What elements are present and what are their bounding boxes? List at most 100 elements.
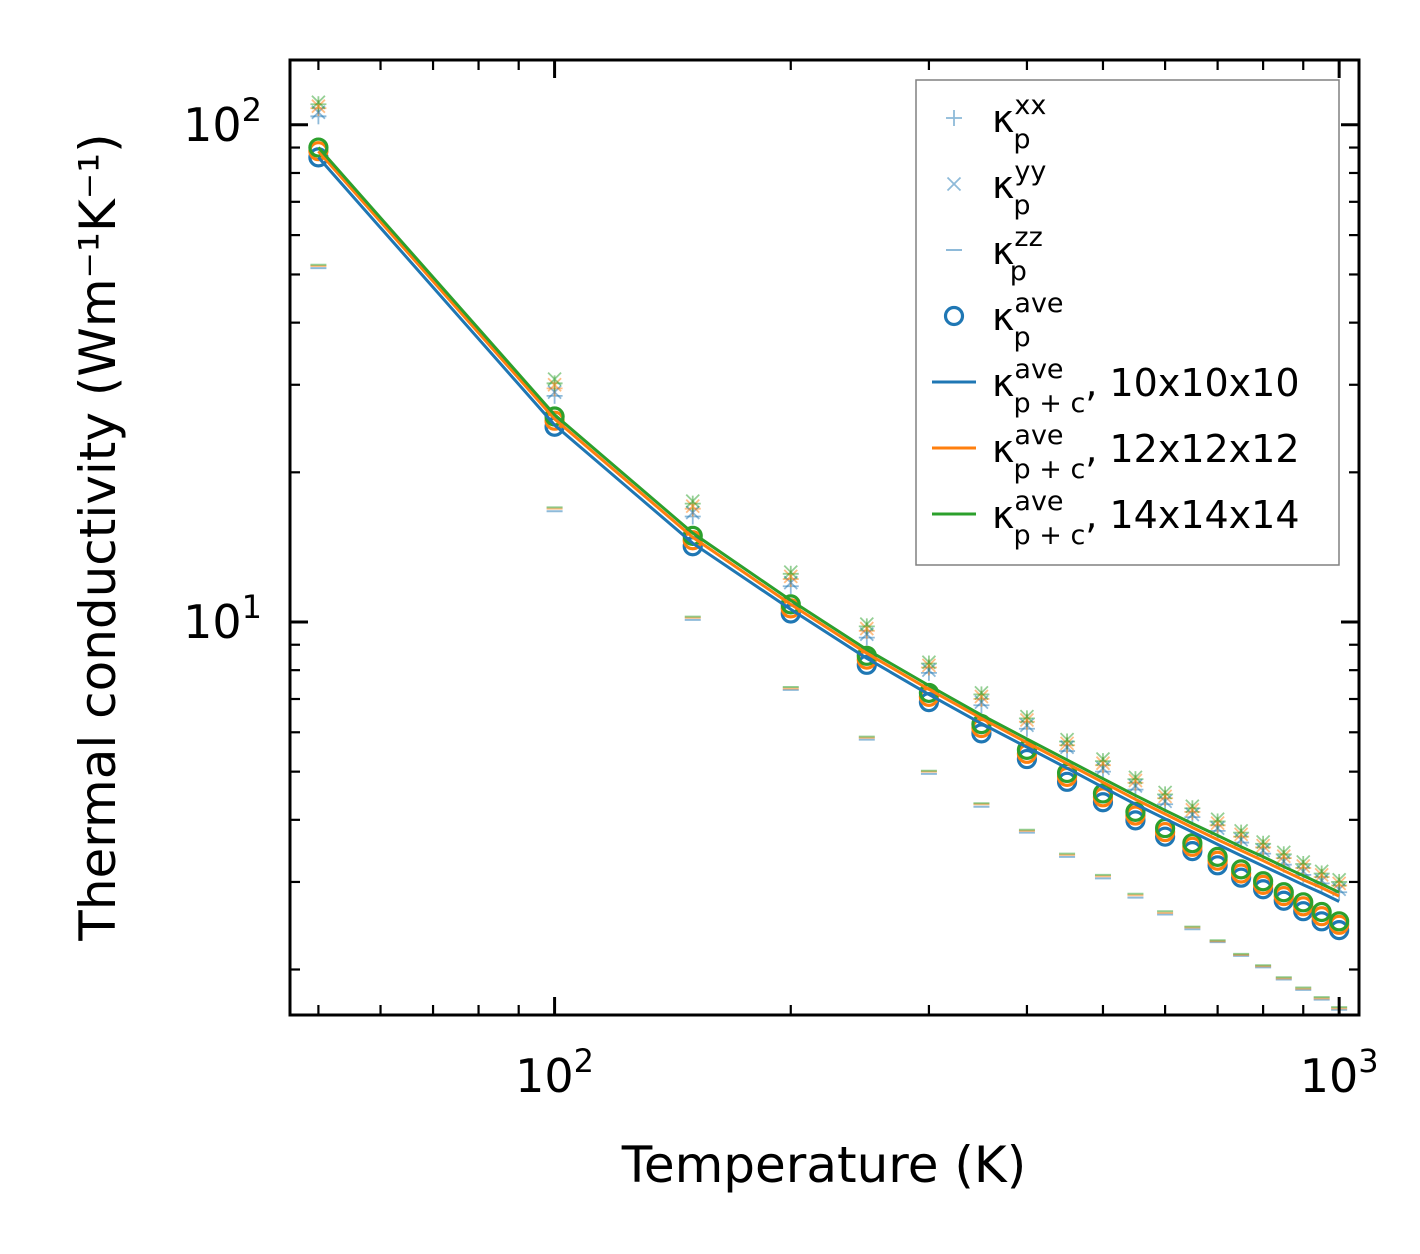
point-k_yy_14-300 bbox=[921, 655, 937, 670]
legend-entry-3-base: κ bbox=[992, 295, 1014, 339]
point-k_yy_12-600 bbox=[1157, 789, 1173, 804]
point-k_yy_12-200-b bbox=[783, 569, 798, 584]
legend-entry-0-sub: p bbox=[1013, 124, 1030, 155]
point-k_yy_14-900 bbox=[1296, 854, 1311, 870]
point-k_xx_14-300 bbox=[920, 655, 937, 672]
point-k_yy_14-800-b bbox=[1255, 834, 1271, 850]
point-k_yy_12-900 bbox=[1296, 858, 1311, 874]
y-tick-label-100-base: 10 bbox=[183, 98, 242, 152]
point-k_yy_12-250-b bbox=[859, 621, 874, 636]
legend-entry-5-label: κave p + c, 12x12x12 bbox=[992, 420, 1300, 485]
x-tick-label-100-base: 10 bbox=[515, 1049, 574, 1103]
series-line-k_pc_12 bbox=[317, 150, 1340, 898]
point-k_yy_12-500-b bbox=[1095, 756, 1111, 771]
point-k_yy_14-250-b bbox=[859, 617, 874, 632]
point-k_yy_14-450 bbox=[1059, 732, 1075, 747]
point-k_xx_14-50 bbox=[310, 96, 327, 113]
legend-entry-2-sub: p bbox=[1010, 256, 1027, 287]
point-k_yy_10-50-b bbox=[311, 105, 326, 120]
point-k_yy_12-550-b bbox=[1128, 773, 1143, 788]
legend-entry-3-marker bbox=[943, 305, 965, 327]
y-tick-label-100-exp: 2 bbox=[242, 91, 262, 129]
point-k_xx_14-500 bbox=[1094, 753, 1111, 770]
point-k_yy_14-100-b bbox=[547, 371, 562, 387]
legend-entry-5-sub: p + c bbox=[1014, 454, 1086, 485]
x-tick-label-1000: 103 bbox=[1300, 1042, 1379, 1103]
legend-entry-3-label: κave p bbox=[992, 288, 1064, 353]
point-k_yy_10-100-b bbox=[547, 384, 562, 400]
legend-entry-6-sup: ave bbox=[1014, 486, 1063, 517]
legend-entry-0-marker bbox=[946, 110, 962, 126]
plot-marks bbox=[308, 95, 1350, 1011]
point-k_yy_14-400-b bbox=[1019, 709, 1035, 724]
x-axis-label: Temperature (K) bbox=[621, 1136, 1026, 1194]
point-k_xx_14-250 bbox=[858, 618, 875, 635]
point-k_yy_12-800-b bbox=[1255, 838, 1271, 853]
point-k_yy_10-100 bbox=[547, 384, 562, 400]
legend-entry-4-sub: p + c bbox=[1014, 388, 1086, 419]
point-k_yy_12-100 bbox=[547, 377, 562, 392]
point-k_yy_14-850-b bbox=[1276, 845, 1291, 860]
point-k_ave_14-750 bbox=[1231, 859, 1252, 880]
point-k_yy_12-100-b bbox=[547, 377, 562, 392]
point-k_yy_14-750-b bbox=[1233, 823, 1249, 839]
point-k_yy_12-850-b bbox=[1276, 849, 1291, 864]
legend-entry-4-suffix: , 10x10x10 bbox=[1085, 361, 1299, 405]
point-k_ave_14-650 bbox=[1182, 833, 1203, 854]
point-k_xx_14-750 bbox=[1233, 824, 1250, 841]
point-k_yy_12-950-b bbox=[1314, 867, 1329, 883]
point-k_yy_14-700 bbox=[1210, 812, 1225, 827]
point-k_yy_14-500-b bbox=[1095, 751, 1111, 767]
point-k_yy_14-1000-b bbox=[1332, 872, 1347, 887]
point-k_xx_14-850 bbox=[1275, 846, 1292, 863]
point-k_yy_12-950 bbox=[1314, 867, 1329, 883]
point-k_yy_12-650-b bbox=[1185, 802, 1200, 817]
point-k_yy_14-550 bbox=[1128, 770, 1143, 785]
point-k_yy_10-200 bbox=[783, 575, 798, 590]
point-k_yy_14-950-b bbox=[1314, 864, 1329, 879]
point-k_yy_14-550-b bbox=[1128, 770, 1143, 785]
legend-entry-0-base: κ bbox=[992, 97, 1014, 141]
point-k_yy_14-500 bbox=[1095, 751, 1111, 767]
point-k_yy_10-200-b bbox=[783, 575, 798, 590]
point-k_yy_12-300-b bbox=[921, 658, 937, 673]
point-k_yy_14-900-b bbox=[1296, 854, 1311, 870]
point-k_xx_14-700 bbox=[1209, 813, 1226, 830]
point-k_yy_12-550 bbox=[1128, 773, 1143, 788]
point-k_xx_14-400 bbox=[1018, 710, 1035, 727]
legend-entry-1-marker-b bbox=[946, 176, 962, 192]
point-k_yy_14-1000 bbox=[1332, 872, 1347, 887]
point-k_yy_14-200 bbox=[783, 564, 798, 580]
point-k_yy_14-350-b bbox=[974, 685, 989, 701]
point-k_yy_14-350 bbox=[974, 685, 989, 701]
point-k_ave_14-1000 bbox=[1329, 911, 1350, 932]
point-k_yy_14-50-b bbox=[311, 95, 326, 110]
point-k_yy_12-400 bbox=[1019, 712, 1035, 728]
point-k_yy_12-700 bbox=[1210, 815, 1225, 831]
point-k_yy_12-1000 bbox=[1332, 876, 1347, 891]
series-line-k_pc_14 bbox=[317, 146, 1340, 894]
point-k_yy_12-600-b bbox=[1157, 789, 1173, 804]
point-k_xx_14-950 bbox=[1313, 865, 1330, 882]
legend-entry-6-suffix: , 14x14x14 bbox=[1085, 493, 1299, 537]
x-tick-label-1000-exp: 3 bbox=[1358, 1042, 1378, 1080]
x-tick-label-100-exp: 2 bbox=[574, 1042, 594, 1080]
legend-entry-1-label: κyy p bbox=[992, 156, 1046, 221]
legend-entry-0-label: κxx p bbox=[992, 90, 1046, 155]
point-k_yy_12-500 bbox=[1095, 756, 1111, 771]
point-k_yy_10-250-b bbox=[859, 627, 874, 642]
legend-box bbox=[915, 79, 1340, 566]
y-tick-label-10-base: 10 bbox=[183, 595, 242, 649]
point-k_yy_14-200-b bbox=[783, 564, 798, 580]
point-k_yy_12-150 bbox=[685, 499, 700, 514]
point-k_xx_14-550 bbox=[1127, 771, 1144, 788]
legend-entry-4-sup: ave bbox=[1014, 354, 1063, 385]
y-axis-label: Thermal conductivity (Wm⁻¹K⁻¹) bbox=[69, 133, 127, 941]
point-k_yy_10-150-b bbox=[685, 505, 700, 520]
legend-entry-5-base: κ bbox=[992, 427, 1014, 471]
point-k_yy_14-250 bbox=[859, 617, 874, 632]
axis-ticks bbox=[290, 60, 1359, 1015]
point-k_ave_14-900 bbox=[1293, 892, 1314, 913]
